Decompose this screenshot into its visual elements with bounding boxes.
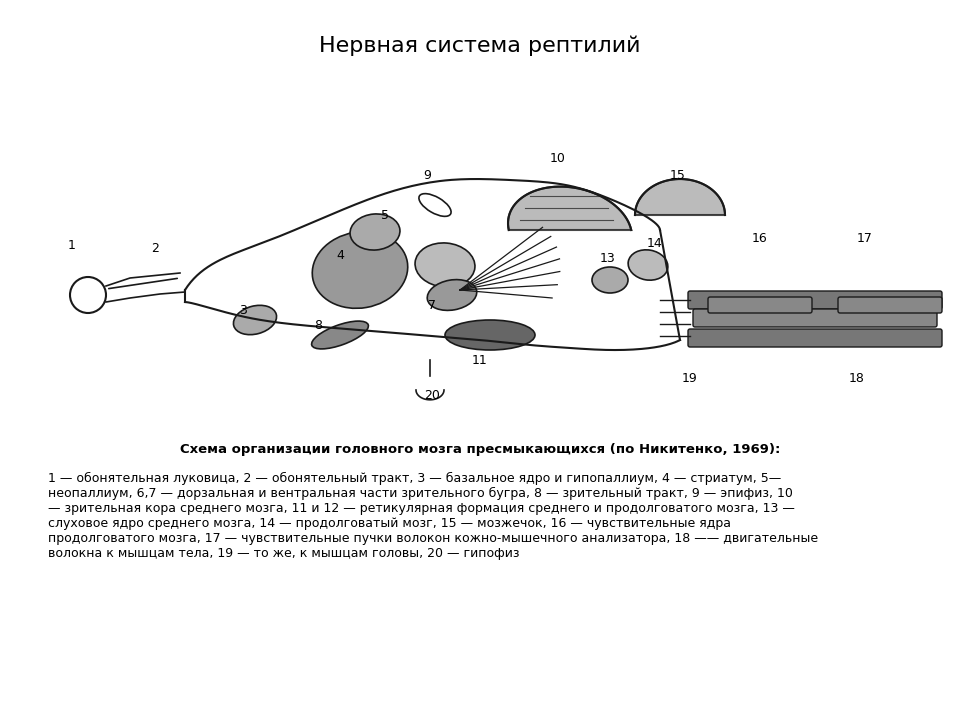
Text: 2: 2 — [151, 241, 159, 254]
Ellipse shape — [628, 250, 668, 280]
FancyBboxPatch shape — [838, 297, 942, 313]
Ellipse shape — [312, 321, 369, 349]
Text: 18: 18 — [849, 372, 865, 384]
Text: 11: 11 — [472, 354, 488, 366]
Text: 15: 15 — [670, 168, 686, 181]
Text: 1: 1 — [68, 238, 76, 251]
Ellipse shape — [427, 279, 477, 310]
Text: 7: 7 — [428, 299, 436, 312]
Text: Нервная система рептилий: Нервная система рептилий — [320, 36, 640, 56]
Ellipse shape — [592, 267, 628, 293]
Text: 5: 5 — [381, 209, 389, 222]
FancyBboxPatch shape — [688, 329, 942, 347]
FancyBboxPatch shape — [688, 291, 942, 309]
Text: 19: 19 — [683, 372, 698, 384]
Ellipse shape — [415, 243, 475, 287]
Text: 9: 9 — [423, 168, 431, 181]
Circle shape — [70, 277, 106, 313]
Text: 10: 10 — [550, 151, 566, 164]
Text: 20: 20 — [424, 389, 440, 402]
Text: Схема организации головного мозга пресмыкающихся (по Никитенко, 1969):: Схема организации головного мозга пресмы… — [180, 443, 780, 456]
Text: 13: 13 — [600, 251, 616, 264]
FancyBboxPatch shape — [708, 297, 812, 313]
Ellipse shape — [312, 232, 408, 308]
Text: 3: 3 — [239, 304, 247, 317]
FancyBboxPatch shape — [693, 309, 937, 327]
Text: 4: 4 — [336, 248, 344, 261]
Text: 8: 8 — [314, 318, 322, 331]
Polygon shape — [635, 179, 725, 215]
Text: 14: 14 — [647, 236, 662, 250]
Ellipse shape — [233, 305, 276, 335]
Text: 17: 17 — [857, 232, 873, 245]
Ellipse shape — [445, 320, 535, 350]
Ellipse shape — [419, 194, 451, 216]
Polygon shape — [508, 186, 632, 230]
Ellipse shape — [350, 214, 400, 250]
Text: 16: 16 — [752, 232, 768, 245]
Text: 1 — обонятельная луковица, 2 — обонятельный тракт, 3 — базальное ядро и гипопалл: 1 — обонятельная луковица, 2 — обонятель… — [48, 472, 818, 559]
